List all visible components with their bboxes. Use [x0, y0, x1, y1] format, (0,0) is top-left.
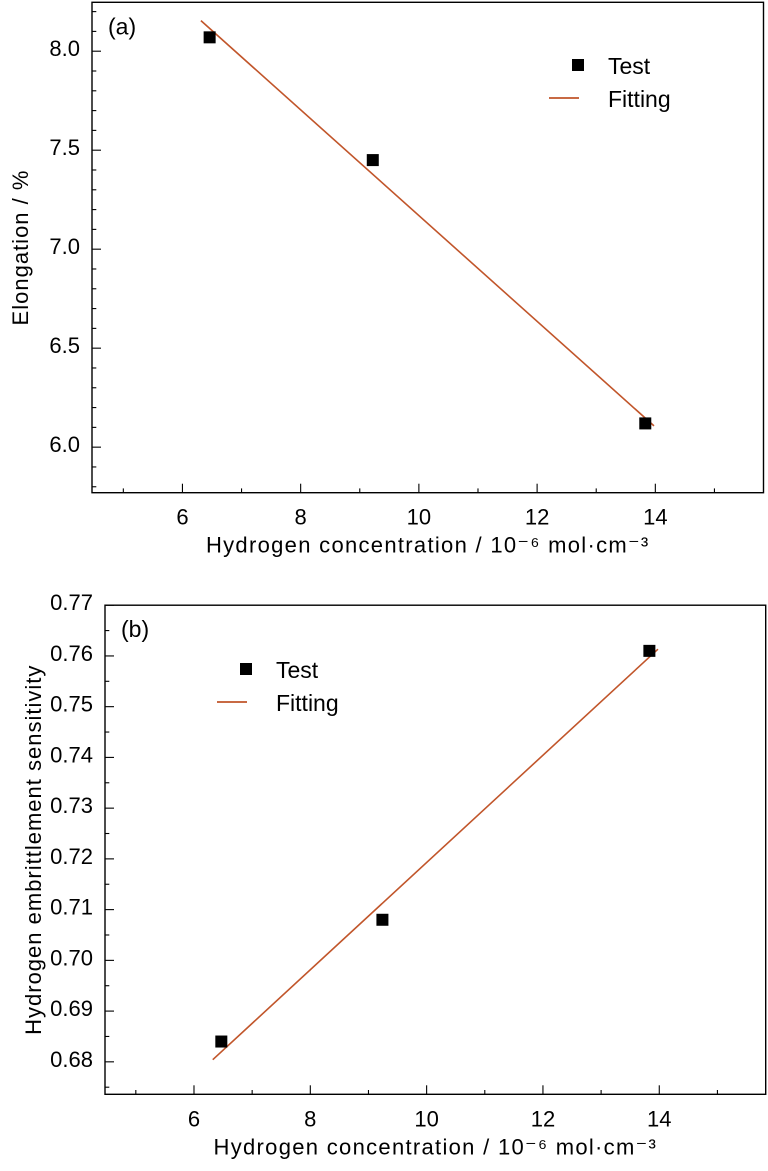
svg-text:0.75: 0.75: [50, 692, 93, 717]
svg-text:(a): (a): [108, 13, 136, 39]
svg-text:0.74: 0.74: [50, 742, 93, 767]
svg-text:14: 14: [647, 1106, 671, 1131]
svg-text:10: 10: [414, 1106, 438, 1131]
svg-text:Hydrogen concentration / 10⁻⁶: Hydrogen concentration / 10⁻⁶ mol·cm⁻³: [206, 533, 650, 558]
svg-text:0.77: 0.77: [50, 590, 93, 615]
svg-text:8: 8: [304, 1106, 316, 1131]
svg-text:8: 8: [295, 505, 307, 530]
svg-text:Hydrogen concentration / 10⁻⁶: Hydrogen concentration / 10⁻⁶ mol·cm⁻³: [214, 1134, 658, 1159]
svg-text:Fitting: Fitting: [276, 690, 339, 716]
svg-text:Test: Test: [608, 53, 651, 79]
svg-text:6.0: 6.0: [49, 432, 80, 457]
svg-text:0.70: 0.70: [50, 945, 93, 970]
svg-text:8.0: 8.0: [49, 36, 80, 61]
svg-text:6: 6: [176, 505, 188, 530]
svg-text:0.72: 0.72: [50, 844, 93, 869]
svg-text:0.71: 0.71: [50, 895, 93, 920]
svg-text:6: 6: [188, 1106, 200, 1131]
svg-text:0.73: 0.73: [50, 793, 93, 818]
svg-text:Test: Test: [276, 657, 319, 683]
svg-text:12: 12: [525, 505, 549, 530]
svg-text:7.0: 7.0: [49, 234, 80, 259]
svg-text:0.69: 0.69: [50, 996, 93, 1021]
svg-text:12: 12: [531, 1106, 555, 1131]
svg-text:10: 10: [407, 505, 431, 530]
svg-text:Hydrogen embrittlement sensiti: Hydrogen embrittlement sensitivity: [21, 665, 46, 1035]
svg-text:Elongation / %: Elongation / %: [8, 170, 33, 326]
svg-text:0.76: 0.76: [50, 641, 93, 666]
svg-text:Fitting: Fitting: [608, 86, 671, 112]
svg-text:7.5: 7.5: [49, 135, 80, 160]
svg-text:(b): (b): [121, 616, 149, 642]
svg-text:14: 14: [643, 505, 667, 530]
svg-text:6.5: 6.5: [49, 333, 80, 358]
svg-text:0.68: 0.68: [50, 1047, 93, 1072]
